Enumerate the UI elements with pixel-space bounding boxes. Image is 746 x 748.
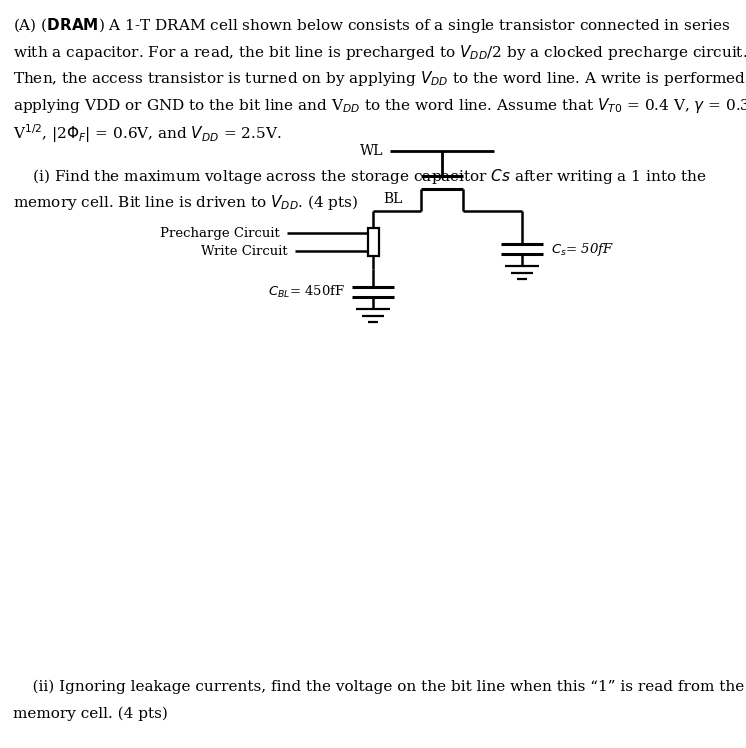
- Text: Write Circuit: Write Circuit: [201, 245, 288, 257]
- Text: (ii) Ignoring leakage currents, find the voltage on the bit line when this “1” i: (ii) Ignoring leakage currents, find the…: [13, 680, 745, 694]
- Text: memory cell. Bit line is driven to $V_{DD}$. (4 pts): memory cell. Bit line is driven to $V_{D…: [13, 193, 358, 212]
- Text: $C_s$= 50fF: $C_s$= 50fF: [551, 241, 614, 257]
- Text: BL: BL: [383, 192, 402, 206]
- Text: memory cell. (4 pts): memory cell. (4 pts): [13, 707, 168, 721]
- Text: applying VDD or GND to the bit line and V$_{DD}$ to the word line. Assume that $: applying VDD or GND to the bit line and …: [13, 96, 746, 114]
- Text: V$^{1/2}$, |2$\Phi_F$| = 0.6V, and $V_{DD}$ = 2.5V.: V$^{1/2}$, |2$\Phi_F$| = 0.6V, and $V_{D…: [13, 122, 281, 144]
- Text: $C_{BL}$= 450fF: $C_{BL}$= 450fF: [268, 284, 345, 300]
- Text: (A) ($\bf{DRAM}$) A 1-T DRAM cell shown below consists of a single transistor co: (A) ($\bf{DRAM}$) A 1-T DRAM cell shown …: [13, 16, 730, 35]
- Text: (i) Find the maximum voltage across the storage capacitor $Cs$ after writing a 1: (i) Find the maximum voltage across the …: [13, 167, 706, 186]
- Text: WL: WL: [360, 144, 383, 158]
- Text: Precharge Circuit: Precharge Circuit: [160, 227, 280, 239]
- Text: Then, the access transistor is turned on by applying $V_{DD}$ to the word line. : Then, the access transistor is turned on…: [13, 69, 746, 88]
- Text: with a capacitor. For a read, the bit line is precharged to $V_{DD}$/2 by a cloc: with a capacitor. For a read, the bit li…: [13, 43, 746, 61]
- Bar: [368, 228, 378, 256]
